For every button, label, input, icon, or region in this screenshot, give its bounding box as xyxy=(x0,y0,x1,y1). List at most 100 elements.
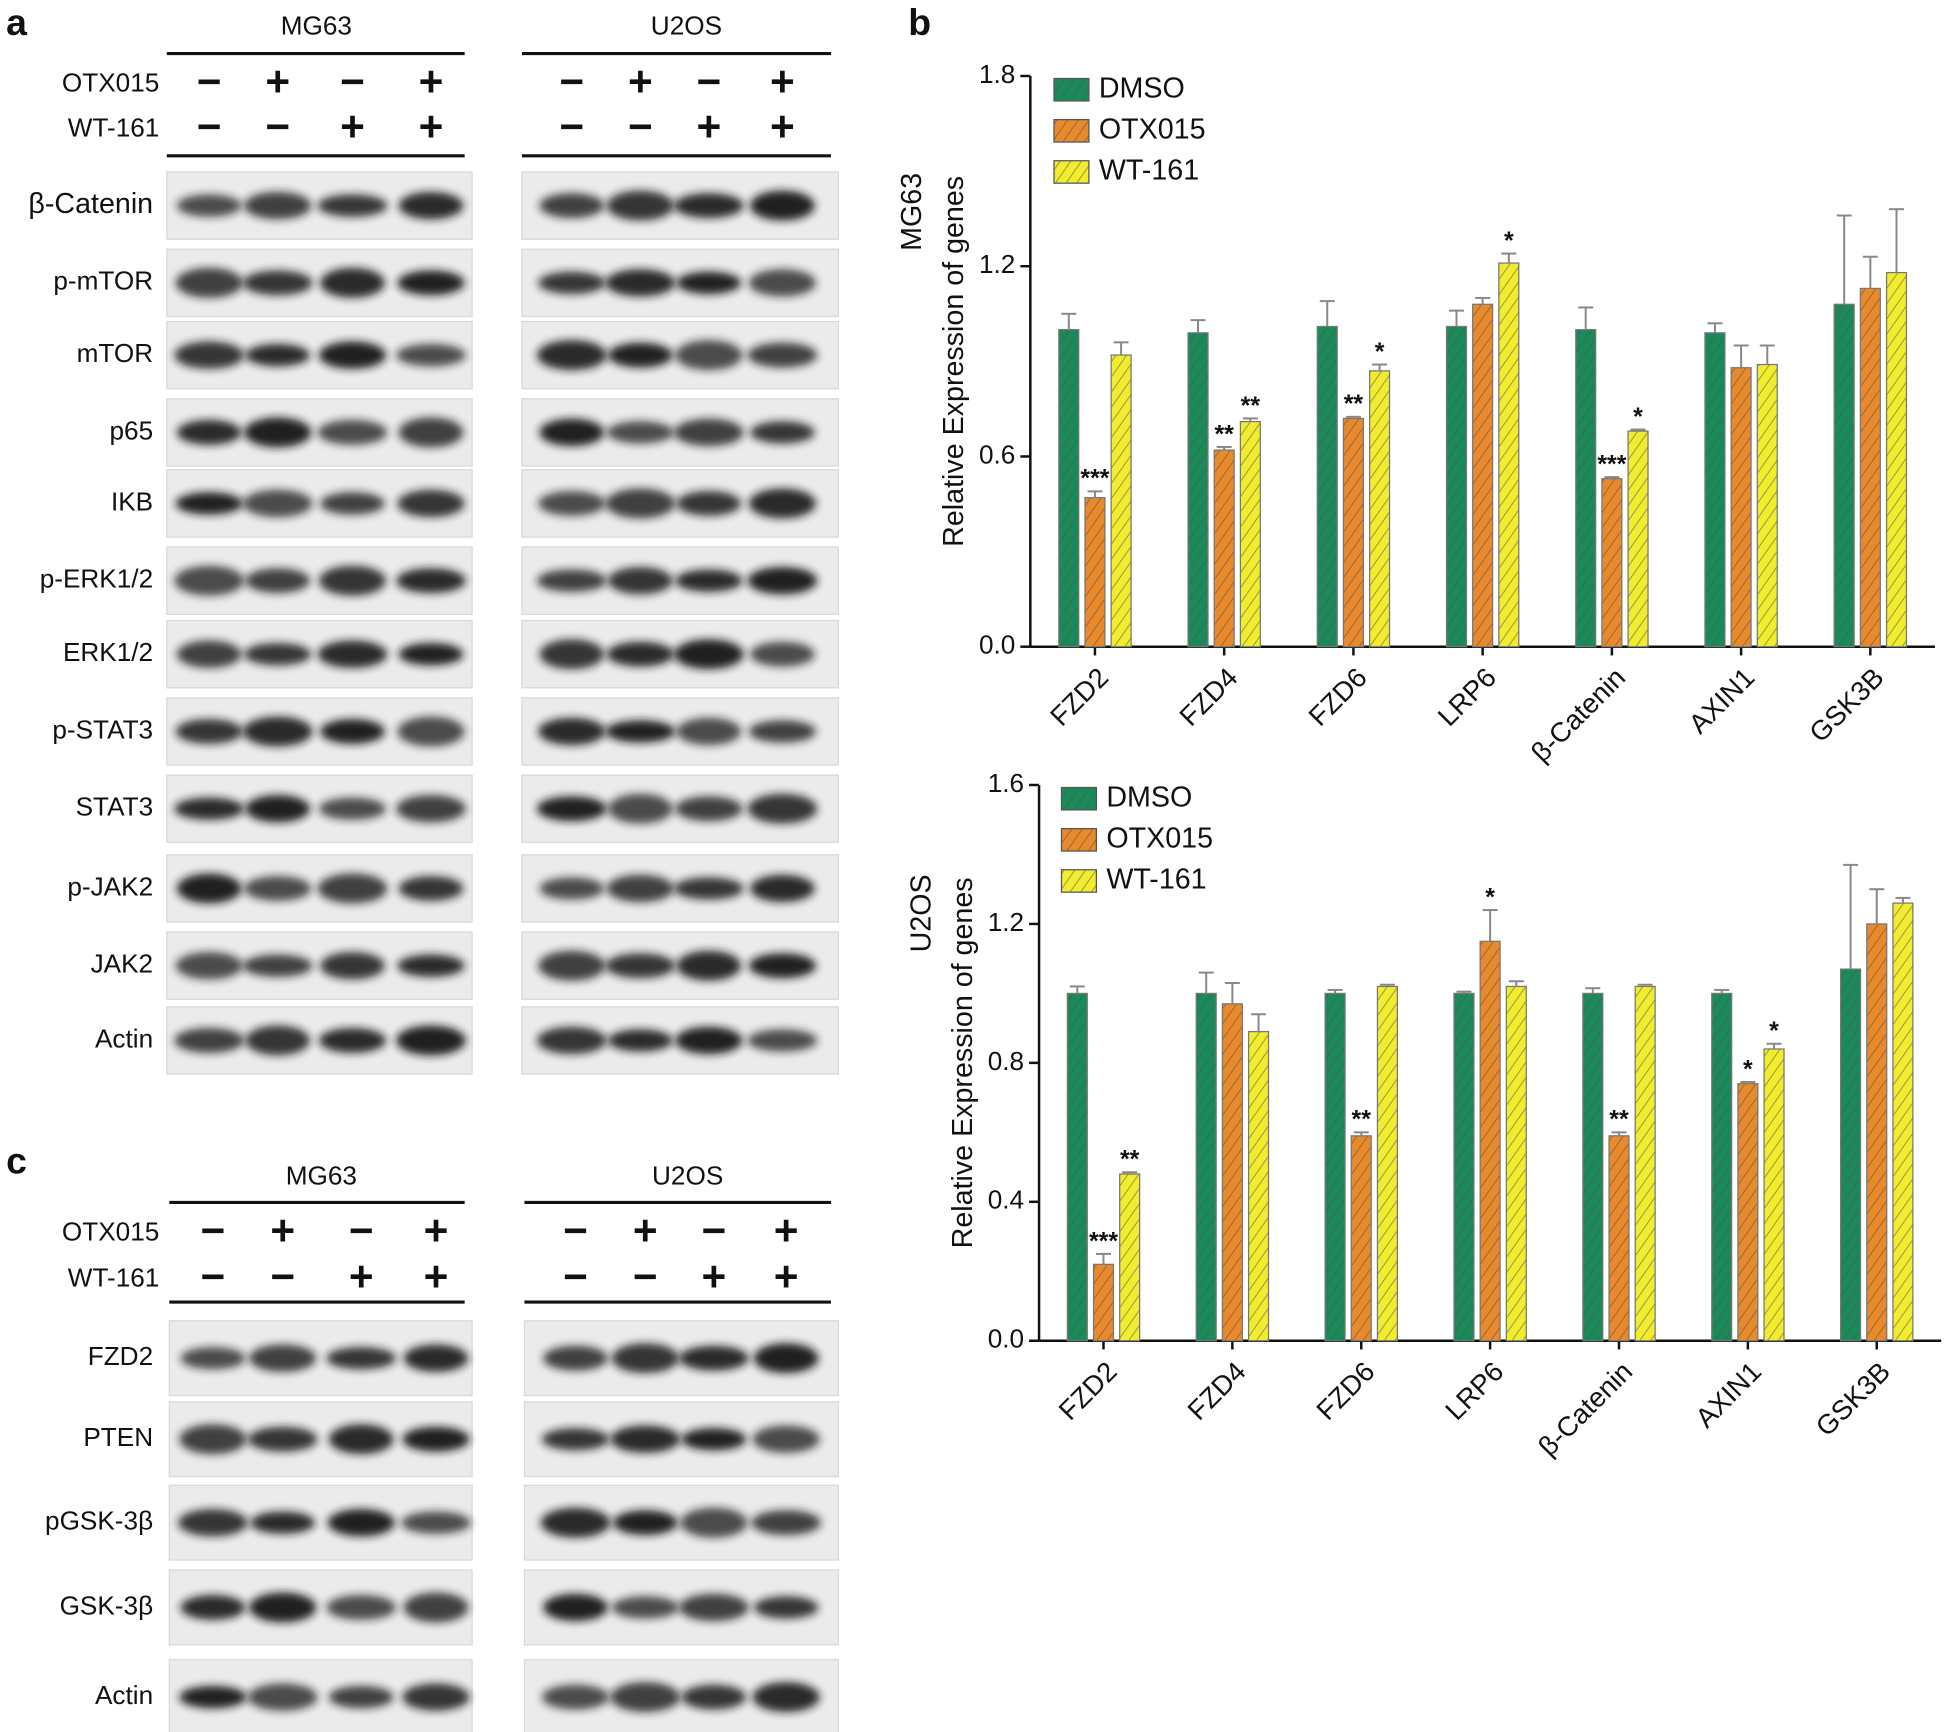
blot-band xyxy=(751,1510,821,1536)
blot-band xyxy=(610,1425,681,1453)
treatment-sign: − xyxy=(628,103,653,150)
blot-band xyxy=(675,1026,743,1055)
panel-letter: c xyxy=(6,1140,27,1182)
blot-band xyxy=(605,720,676,743)
blot-band xyxy=(179,1424,247,1455)
protein-label: mTOR xyxy=(77,338,154,368)
blot-band xyxy=(747,1029,818,1052)
blot-band xyxy=(245,1025,311,1056)
blot-band xyxy=(327,1508,395,1537)
blot-band xyxy=(398,417,464,448)
bar xyxy=(1885,271,1908,648)
legend-swatch xyxy=(1060,869,1097,893)
bar xyxy=(1092,1263,1115,1342)
row-label: MG63 xyxy=(896,173,928,251)
protein-label: pGSK-3β xyxy=(45,1506,153,1536)
treatment-sign: + xyxy=(774,1207,799,1254)
protein-label: IKB xyxy=(111,486,153,516)
blot-band xyxy=(396,568,466,594)
blot-band xyxy=(178,1508,248,1537)
blot-band xyxy=(536,340,607,371)
x-tick-label: FZD6 xyxy=(1302,662,1372,732)
bar xyxy=(1608,1135,1630,1342)
blot-band xyxy=(606,641,674,667)
legend-label: DMSO xyxy=(1099,72,1185,104)
blot-band xyxy=(675,340,743,371)
treatment-sign: + xyxy=(265,58,290,105)
treatment-sign: − xyxy=(696,58,721,105)
protein-label: p-STAT3 xyxy=(52,714,153,744)
blot-band xyxy=(244,875,312,901)
significance-label: ** xyxy=(1120,1146,1140,1174)
blot-band xyxy=(175,492,243,515)
y-tick-label: 0.8 xyxy=(988,1046,1024,1076)
blot-band xyxy=(401,1511,471,1534)
treatment-sign: + xyxy=(633,1207,658,1254)
x-tick-label: AXIN1 xyxy=(1683,662,1761,740)
blot-band xyxy=(403,1592,469,1623)
treatment-sign: − xyxy=(701,1207,726,1254)
x-tick-label: FZD4 xyxy=(1181,1356,1251,1426)
blot-band xyxy=(175,267,243,298)
blot-band xyxy=(539,193,605,219)
blot-band xyxy=(753,1343,819,1374)
bar xyxy=(1737,1083,1759,1342)
significance-label: * xyxy=(1743,1055,1753,1083)
cell-line-label: MG63 xyxy=(281,10,352,40)
blot-band xyxy=(398,875,464,901)
cell-line-label: U2OS xyxy=(651,10,722,40)
bar xyxy=(1711,992,1733,1342)
y-tick-label: 0.0 xyxy=(988,1324,1024,1354)
significance-label: * xyxy=(1375,338,1385,366)
treatment-label: WT-161 xyxy=(68,1263,160,1293)
blot-band xyxy=(673,193,744,219)
bar xyxy=(1187,332,1209,648)
blot-band xyxy=(749,874,815,903)
blot-band xyxy=(536,1026,607,1055)
treatment-sign: − xyxy=(265,103,290,150)
bar xyxy=(1839,968,1862,1342)
blot-band xyxy=(676,717,742,746)
protein-label: p-mTOR xyxy=(53,266,153,296)
x-tick-label: FZD2 xyxy=(1052,1356,1122,1426)
blot-band xyxy=(245,568,311,594)
protein-label: GSK-3β xyxy=(60,1590,154,1620)
significance-label: * xyxy=(1504,227,1514,255)
significance-label: ** xyxy=(1352,1106,1372,1134)
blot-band xyxy=(607,793,673,824)
y-tick-label: 1.2 xyxy=(979,249,1015,279)
blot-band xyxy=(749,421,815,444)
blot-band xyxy=(607,342,673,368)
y-tick-label: 0.0 xyxy=(979,630,1015,660)
y-axis-label: Relative Expression of genes xyxy=(947,877,979,1248)
y-tick-label: 1.8 xyxy=(979,59,1015,89)
cell-line-label: MG63 xyxy=(286,1160,357,1190)
blot-band xyxy=(605,269,676,297)
x-tick-label: β-Catenin xyxy=(1532,1356,1638,1462)
blot-band xyxy=(536,569,607,592)
treatment-sign: − xyxy=(349,1207,374,1254)
x-tick-label: GSK3B xyxy=(1810,1356,1897,1443)
blot-band xyxy=(606,874,674,903)
panel-letter: a xyxy=(6,1,28,43)
blot-band xyxy=(174,1027,245,1053)
significance-label: *** xyxy=(1597,450,1626,478)
blot-band xyxy=(403,1344,469,1372)
bar xyxy=(1342,417,1365,648)
blot-band xyxy=(318,1027,387,1053)
protein-label: p-ERK1/2 xyxy=(40,564,153,594)
bar xyxy=(1376,985,1399,1342)
blot-band xyxy=(242,716,313,747)
treatment-sign: − xyxy=(197,103,222,150)
bar xyxy=(1195,992,1217,1342)
blot-band xyxy=(242,489,313,518)
x-tick-label: FZD6 xyxy=(1310,1356,1380,1426)
legend-label: DMSO xyxy=(1106,781,1192,813)
blot-band xyxy=(606,190,674,221)
blot-band xyxy=(397,716,465,747)
blot-band xyxy=(320,492,385,515)
blot-band xyxy=(611,1596,679,1619)
blot-band xyxy=(397,489,465,518)
blot-band xyxy=(753,1596,819,1619)
